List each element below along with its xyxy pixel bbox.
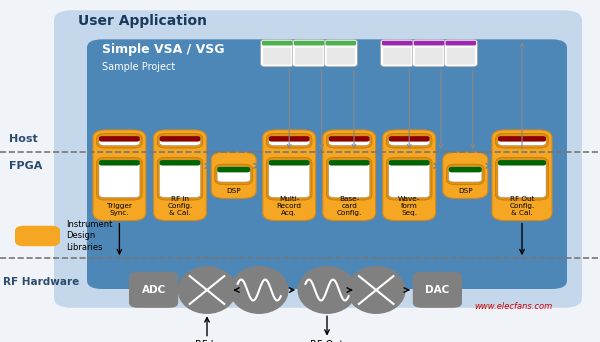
FancyBboxPatch shape	[447, 48, 475, 65]
FancyBboxPatch shape	[160, 160, 200, 197]
FancyBboxPatch shape	[329, 136, 370, 142]
FancyBboxPatch shape	[325, 41, 356, 45]
Text: RF Hardware: RF Hardware	[3, 277, 79, 287]
FancyBboxPatch shape	[446, 41, 476, 45]
FancyBboxPatch shape	[160, 160, 200, 166]
FancyBboxPatch shape	[211, 152, 256, 198]
FancyBboxPatch shape	[97, 133, 142, 148]
FancyBboxPatch shape	[498, 136, 546, 142]
FancyBboxPatch shape	[498, 160, 546, 166]
FancyBboxPatch shape	[329, 160, 370, 166]
FancyBboxPatch shape	[326, 157, 372, 200]
FancyBboxPatch shape	[381, 39, 414, 67]
FancyBboxPatch shape	[295, 48, 323, 65]
FancyBboxPatch shape	[382, 41, 413, 45]
FancyBboxPatch shape	[269, 160, 310, 197]
FancyBboxPatch shape	[383, 48, 412, 65]
FancyBboxPatch shape	[129, 272, 178, 308]
FancyBboxPatch shape	[329, 160, 370, 197]
Text: FPGA: FPGA	[9, 161, 43, 171]
Text: RF Out: RF Out	[310, 340, 344, 342]
Text: DSP: DSP	[458, 188, 473, 194]
Text: Instrument
Design
Libraries: Instrument Design Libraries	[66, 220, 112, 252]
FancyBboxPatch shape	[446, 164, 484, 185]
FancyBboxPatch shape	[386, 133, 432, 148]
FancyBboxPatch shape	[99, 160, 140, 197]
FancyBboxPatch shape	[294, 41, 325, 45]
FancyBboxPatch shape	[389, 160, 430, 197]
FancyBboxPatch shape	[383, 130, 436, 221]
FancyBboxPatch shape	[215, 164, 253, 185]
FancyBboxPatch shape	[444, 39, 478, 67]
FancyBboxPatch shape	[260, 39, 294, 67]
FancyBboxPatch shape	[326, 48, 355, 65]
Text: ADC: ADC	[142, 285, 166, 295]
Ellipse shape	[178, 267, 236, 313]
Text: Simple VSA / VSG: Simple VSA / VSG	[102, 43, 224, 56]
FancyBboxPatch shape	[329, 136, 370, 145]
Text: RF Out
Config.
& Cal.: RF Out Config. & Cal.	[509, 197, 535, 216]
FancyBboxPatch shape	[323, 130, 376, 221]
FancyBboxPatch shape	[160, 136, 200, 145]
Text: DSP: DSP	[226, 188, 241, 194]
FancyBboxPatch shape	[160, 136, 200, 142]
FancyBboxPatch shape	[262, 41, 293, 45]
FancyBboxPatch shape	[263, 130, 316, 221]
FancyBboxPatch shape	[93, 130, 146, 221]
Text: RF In
Config.
& Cal.: RF In Config. & Cal.	[167, 197, 193, 216]
FancyBboxPatch shape	[263, 48, 292, 65]
FancyBboxPatch shape	[269, 136, 310, 145]
FancyBboxPatch shape	[443, 152, 488, 198]
FancyBboxPatch shape	[449, 167, 482, 172]
Text: Trigger
Sync.: Trigger Sync.	[107, 203, 132, 216]
FancyBboxPatch shape	[389, 160, 430, 166]
Ellipse shape	[298, 267, 356, 313]
FancyBboxPatch shape	[413, 39, 446, 67]
FancyBboxPatch shape	[293, 39, 325, 67]
FancyBboxPatch shape	[87, 39, 567, 289]
FancyBboxPatch shape	[157, 133, 203, 148]
FancyBboxPatch shape	[389, 136, 430, 142]
FancyBboxPatch shape	[217, 167, 250, 182]
FancyBboxPatch shape	[157, 157, 203, 200]
FancyBboxPatch shape	[154, 130, 206, 221]
FancyBboxPatch shape	[325, 39, 358, 67]
FancyBboxPatch shape	[496, 133, 548, 148]
Text: Multi-
Record
Acq.: Multi- Record Acq.	[277, 197, 302, 216]
FancyBboxPatch shape	[97, 157, 142, 200]
FancyBboxPatch shape	[414, 41, 444, 45]
FancyBboxPatch shape	[449, 167, 482, 182]
Text: Wave-
form
Seq.: Wave- form Seq.	[398, 197, 421, 216]
FancyBboxPatch shape	[415, 48, 443, 65]
FancyBboxPatch shape	[54, 10, 582, 308]
FancyBboxPatch shape	[15, 226, 60, 246]
Text: Base-
card
Config.: Base- card Config.	[337, 197, 362, 216]
FancyBboxPatch shape	[389, 136, 430, 145]
FancyBboxPatch shape	[498, 160, 546, 197]
FancyBboxPatch shape	[266, 157, 312, 200]
FancyBboxPatch shape	[99, 136, 140, 145]
FancyBboxPatch shape	[492, 130, 552, 221]
FancyBboxPatch shape	[326, 133, 372, 148]
FancyBboxPatch shape	[496, 157, 548, 200]
FancyBboxPatch shape	[217, 167, 250, 172]
FancyBboxPatch shape	[269, 136, 310, 142]
FancyBboxPatch shape	[99, 136, 140, 142]
FancyBboxPatch shape	[413, 272, 462, 308]
Text: User Application: User Application	[78, 14, 207, 28]
FancyBboxPatch shape	[266, 133, 312, 148]
Ellipse shape	[347, 267, 405, 313]
Text: Sample Project: Sample Project	[102, 62, 175, 71]
FancyBboxPatch shape	[498, 136, 546, 145]
Text: DAC: DAC	[425, 285, 449, 295]
Text: RF In: RF In	[194, 340, 220, 342]
FancyBboxPatch shape	[386, 157, 432, 200]
Text: www.elecfans.com: www.elecfans.com	[474, 302, 552, 311]
Text: Host: Host	[9, 133, 38, 144]
FancyBboxPatch shape	[99, 160, 140, 166]
FancyBboxPatch shape	[269, 160, 310, 166]
Ellipse shape	[230, 267, 288, 313]
